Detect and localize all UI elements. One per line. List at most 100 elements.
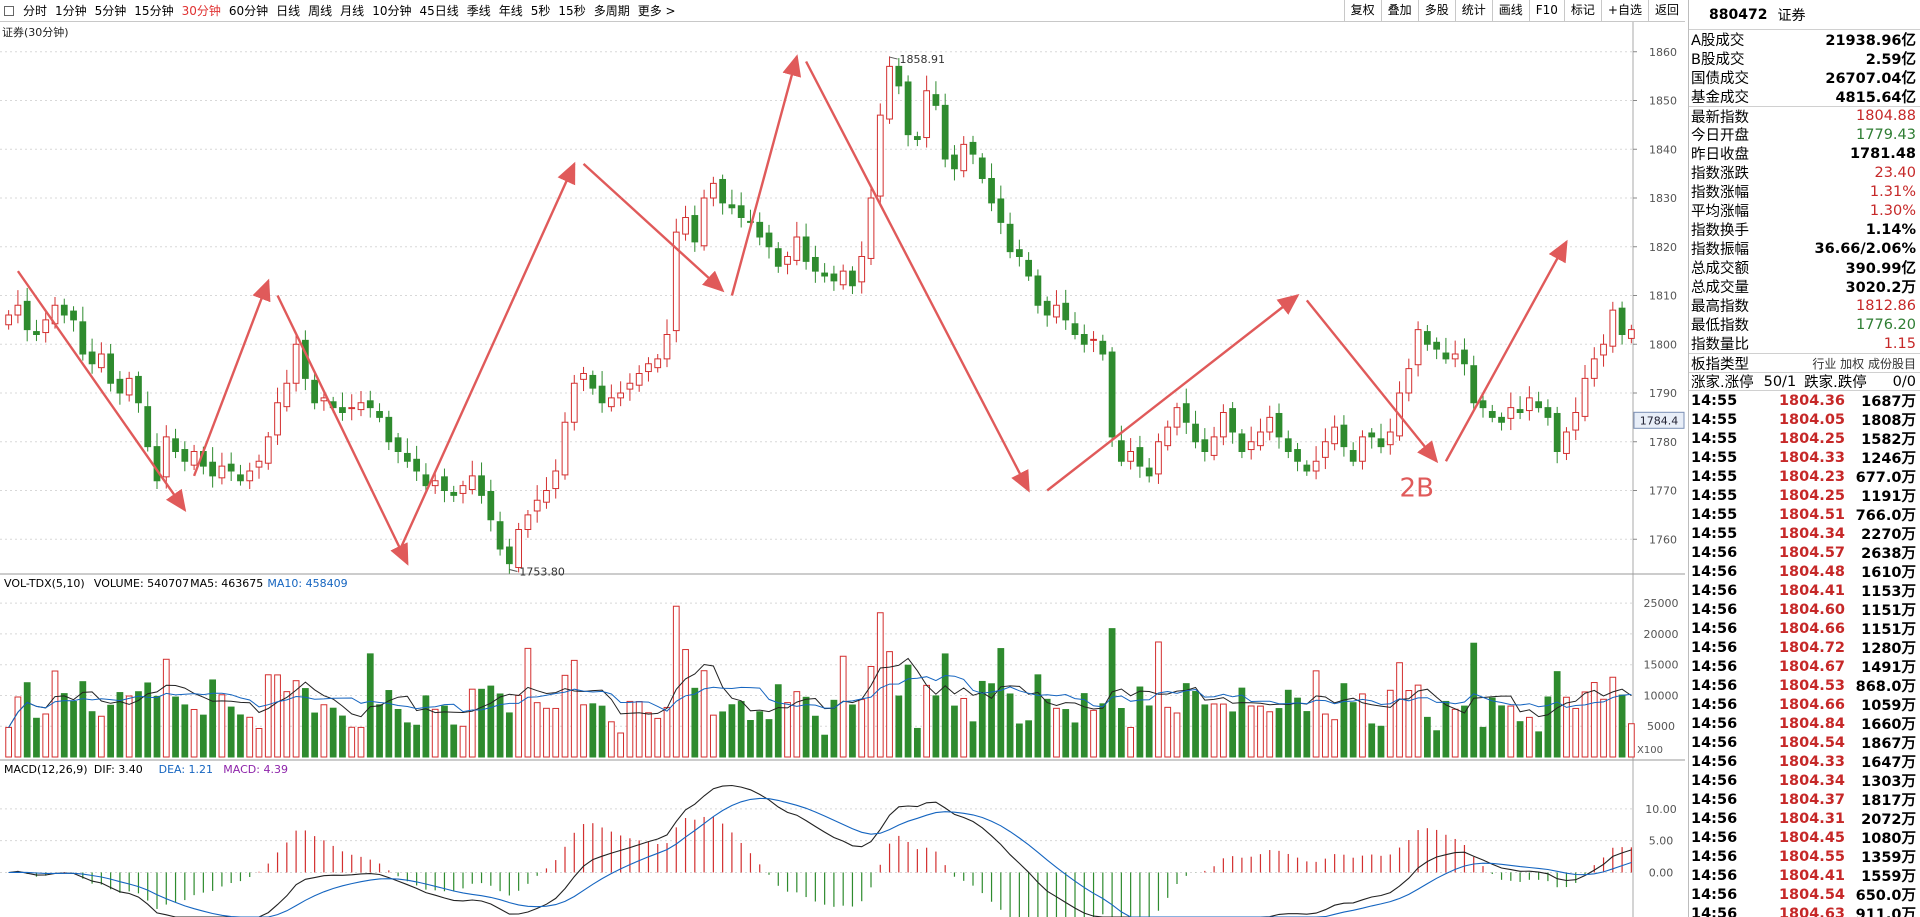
volume-bar [580,704,587,758]
tick-volume: 1153万 [1861,584,1916,600]
volume-unit-label: X100 [1637,745,1663,756]
tick-price: 1804.31 [1778,810,1845,827]
volume-bar [1563,696,1570,758]
candle [441,468,448,503]
volume-bar [598,705,606,758]
macd-legend-item: MACD: 4.39 [223,763,288,776]
volume-bar [747,720,754,758]
volume-bar [830,699,838,758]
volume-bar [645,712,652,758]
tick-volume: 1660万 [1861,717,1916,733]
toolbar-button[interactable]: 多股 [1417,0,1455,21]
volume-bar [1609,676,1617,758]
chart-area[interactable]: 1860 1850 1840 1830 1820 1810 1800 1790 1780 1770… [0,22,1685,917]
period-tab[interactable]: 更多 > [637,3,676,18]
period-tab[interactable]: 分时 [23,3,48,18]
period-tab[interactable]: 季线 [466,3,491,18]
candle [1572,397,1580,441]
volume-bar [765,719,773,758]
toolbar-actions: 复权 叠加 多股 统计 画线 F10 标记 +自选 返回 [1343,0,1685,21]
window-menu-icon[interactable] [4,5,14,16]
tick-volume: 1303万 [1861,774,1916,790]
candle [246,462,254,490]
toolbar-button[interactable]: F10 [1528,0,1564,21]
period-tab[interactable]: 10分钟 [372,3,412,18]
period-tab[interactable]: 45日线 [419,3,459,18]
tick-time: 14:56 [1691,658,1738,675]
candle [1071,312,1079,340]
period-tab[interactable]: 60分钟 [228,3,269,18]
stat-value: 1781.48 [1849,145,1916,162]
toolbar-button[interactable]: 画线 [1491,0,1529,21]
volume-bar [1303,711,1311,758]
board-tags[interactable]: 行业 加权 成份股目 [1812,356,1916,371]
trend-arrow [192,278,271,477]
volume-legend-item: VOL-TDX(5,10) [4,577,85,590]
candle [413,445,421,481]
candle [561,412,569,480]
toolbar-button[interactable]: 返回 [1647,0,1685,21]
volume-bar [1053,707,1060,758]
candle [1182,388,1190,434]
toolbar-button[interactable]: 叠加 [1380,0,1418,21]
volume-bar [700,670,708,758]
candle [1127,438,1135,470]
toolbar-button[interactable]: 复权 [1343,0,1381,21]
stat-label: 基金成交 [1691,90,1749,106]
period-tab[interactable]: 日线 [276,3,301,18]
stat-row: 总成交额 390.99亿 [1689,258,1920,277]
kline-chart[interactable]: 1860 1850 1840 1830 1820 1810 1800 1790 1780 1770… [0,22,1685,917]
tick-row: 14:56 1804.33 1647万 [1689,752,1920,772]
candle [468,460,476,495]
volume-bar [951,705,958,758]
period-tab[interactable]: 周线 [308,3,333,18]
candle [237,464,244,486]
period-tab[interactable]: 月线 [340,3,365,18]
tick-price: 1804.33 [1778,449,1845,466]
volume-bar [172,696,179,758]
period-tab[interactable]: 5分钟 [94,3,127,18]
period-tab[interactable]: 15分钟 [134,3,174,18]
toolbar-button[interactable]: +自选 [1600,0,1648,21]
period-tab[interactable]: 30分钟 [181,3,221,18]
tick-row: 14:55 1804.25 1191万 [1689,486,1920,506]
limit-up-value: 50/1 [1763,373,1797,390]
candle [1284,430,1292,459]
period-tab[interactable]: 1分钟 [55,3,87,18]
stat-label: A股成交 [1691,33,1745,49]
tick-time: 14:56 [1691,905,1738,917]
tick-time: 14:56 [1691,677,1738,694]
tick-time: 14:56 [1691,867,1738,884]
candle [1470,355,1478,410]
stat-value: 1.30% [1869,202,1916,219]
period-tab[interactable]: 年线 [498,3,523,18]
volume-bar [1164,706,1172,758]
candle [988,163,995,212]
volume-bar [1015,723,1023,758]
price-axis-label: 1780 [1649,436,1677,449]
volume-axis-label: 15000 [1644,659,1679,672]
volume-bar [1192,691,1199,758]
volume-bar [923,684,931,758]
tick-list[interactable]: 14:55 1804.36 1687万 14:55 1804.05 1808万 14:55 1… [1689,391,1920,917]
stat-row: 指数量比 1.15 [1689,334,1920,354]
candle [682,205,689,241]
stat-row: B股成交 2.59亿 [1689,49,1920,68]
period-tab[interactable]: 5秒 [530,3,551,18]
macd-dif-line [8,784,1632,917]
high-label: 1858.91 [900,53,946,66]
tick-price: 1804.25 [1778,430,1845,447]
candle [42,309,50,343]
toolbar-button[interactable]: 统计 [1454,0,1492,21]
stat-value: 1776.20 [1856,316,1916,333]
candle [1349,442,1357,467]
period-tab[interactable]: 15秒 [558,3,586,18]
volume-bar [1618,694,1626,758]
volume-bar [1247,705,1255,758]
period-tab[interactable]: 多周期 [593,3,630,18]
toolbar-button[interactable]: 标记 [1563,0,1601,21]
volume-bar [1006,693,1014,758]
tick-row: 14:56 1804.57 2638万 [1689,543,1920,563]
tick-row: 14:55 1804.36 1687万 [1689,391,1920,411]
